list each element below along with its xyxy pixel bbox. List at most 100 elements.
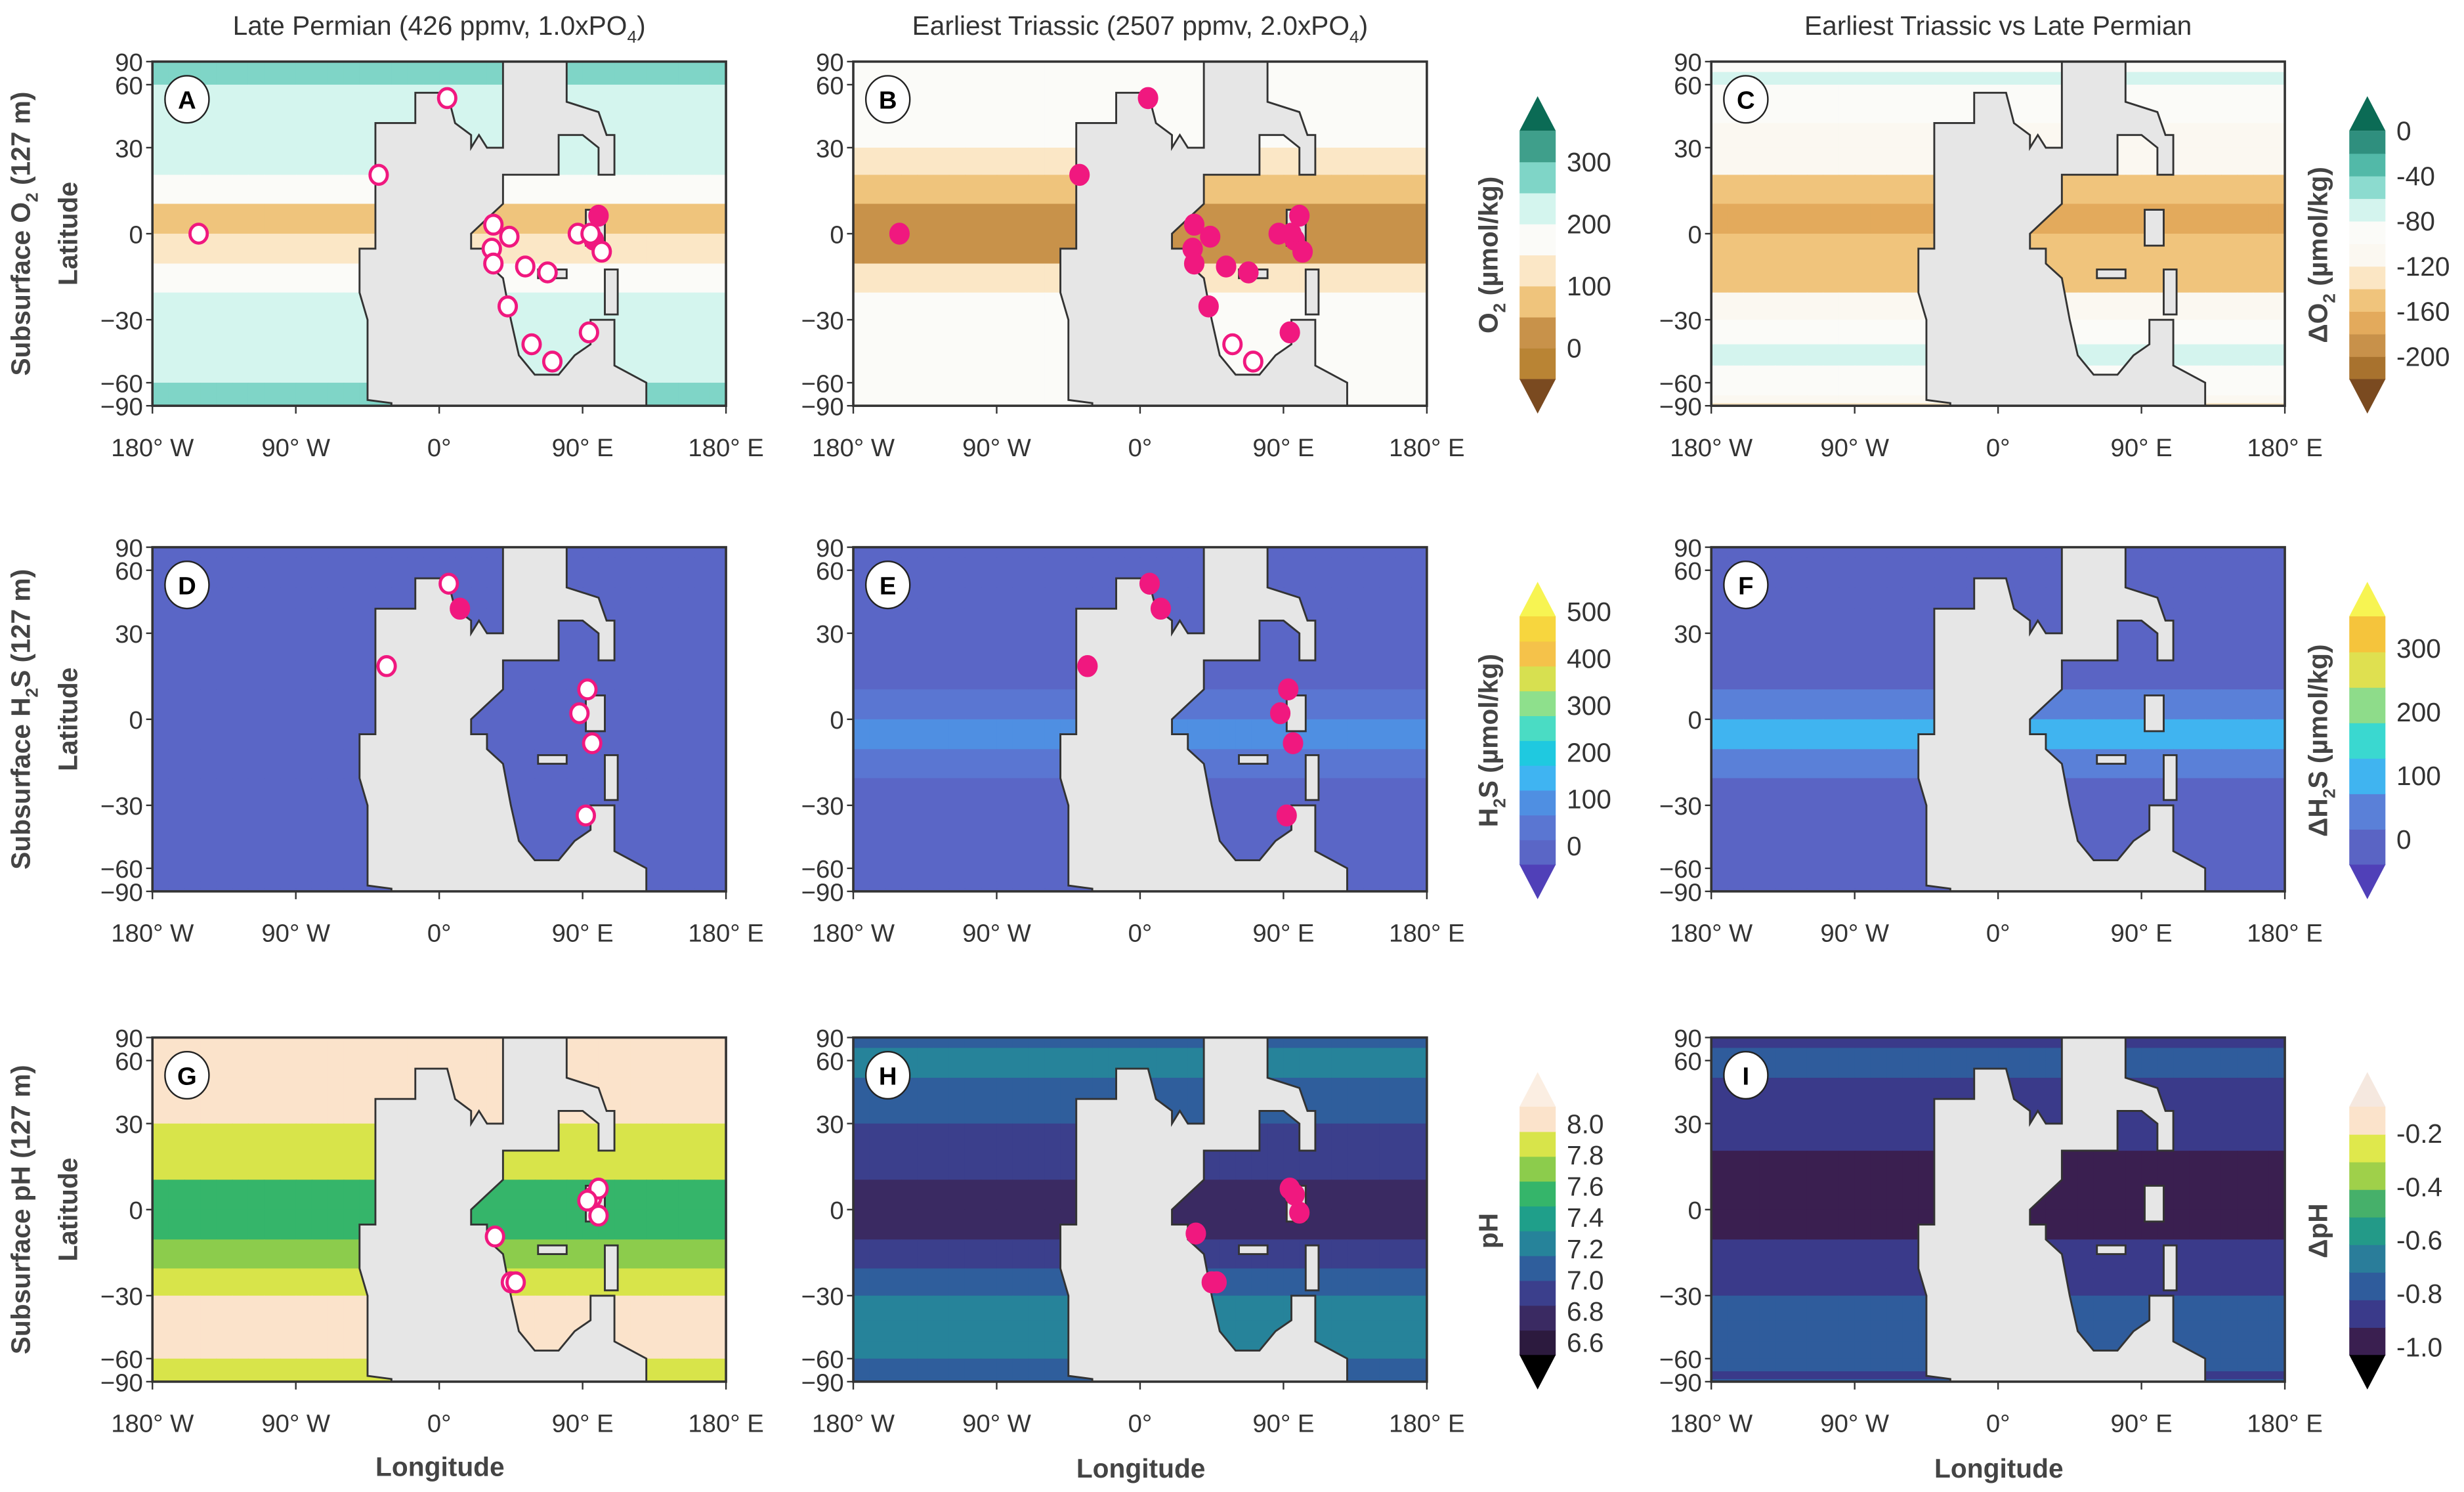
heatmap-cell [295, 805, 312, 831]
heatmap-cell [1998, 64, 2015, 73]
heatmap-cell [869, 175, 886, 205]
heatmap-cell [1044, 547, 1061, 551]
lon-tick-label: 180° E [688, 920, 763, 948]
heatmap-cell [678, 61, 695, 65]
heatmap-cell [1743, 203, 1760, 234]
heatmap-cell [630, 633, 647, 662]
heatmap-cell [1347, 365, 1364, 384]
heatmap-cell [1775, 383, 1792, 396]
heatmap-cell [1711, 123, 1728, 148]
heatmap-cell [1251, 175, 1269, 205]
heatmap-cell [311, 881, 329, 889]
heatmap-cell [1379, 72, 1396, 85]
heatmap-cell [1411, 851, 1427, 869]
heatmap-cell [1775, 147, 1792, 176]
heatmap-cell [933, 868, 950, 882]
heatmap-cell [216, 84, 233, 103]
heatmap-cell [311, 557, 329, 571]
heatmap-cell [2237, 587, 2254, 610]
heatmap-cell [996, 292, 1013, 321]
heatmap-cell [2220, 830, 2238, 852]
heatmap-cells [853, 547, 1427, 891]
heatmap-cell [295, 365, 312, 384]
heatmap-cell [1886, 147, 1903, 176]
heatmap-cell [996, 689, 1013, 720]
heatmap-cell [1044, 660, 1061, 691]
heatmap-cell [1411, 549, 1427, 559]
heatmap-cell [1902, 830, 1919, 852]
heatmap-cell [1759, 778, 1776, 806]
lat-tick-label: 30 [115, 1111, 143, 1139]
heatmap-cell [2220, 719, 2238, 750]
heatmap-cell [1934, 64, 1951, 73]
heatmap-cell [216, 102, 233, 124]
heatmap-cell [694, 608, 711, 634]
heatmap-cell [933, 719, 950, 750]
heatmap-cell [2189, 549, 2206, 559]
heatmap-cell [981, 557, 998, 571]
heatmap-cell [1012, 570, 1029, 588]
heatmap-cell [598, 1037, 616, 1041]
heatmap-cell [1299, 84, 1316, 103]
heatmap-cell [853, 633, 870, 662]
heatmap-cell [1934, 72, 1951, 85]
heatmap-cell [1806, 633, 1824, 662]
heatmap-cell [678, 888, 695, 891]
heatmap-cell [152, 1099, 169, 1124]
heatmap-cell [486, 1060, 504, 1078]
heatmap-cell [2253, 320, 2270, 345]
heatmap-cell [1363, 61, 1380, 65]
heatmap-cell [598, 1048, 616, 1061]
heatmap-cell [232, 344, 249, 366]
heatmap-cell [1806, 660, 1824, 691]
heatmap-cell [1411, 102, 1427, 124]
heatmap-cell [1791, 61, 1808, 65]
heatmap-cell [264, 102, 281, 124]
heatmap-cell [1395, 587, 1412, 610]
heatmap-cell [391, 549, 408, 559]
heatmap-cell [948, 292, 966, 321]
heatmap-cell [2237, 547, 2254, 551]
heatmap-cell [519, 203, 536, 234]
heatmap-cell [295, 123, 312, 148]
heatmap-cell [1743, 365, 1760, 384]
heatmap-cell [200, 689, 217, 720]
heatmap-cell [948, 1048, 966, 1061]
heatmap-cell [933, 234, 950, 265]
heatmap-cell [1727, 778, 1744, 806]
heatmap-cell [184, 608, 202, 634]
heatmap-cell [2220, 263, 2238, 293]
lat-tick-label: 30 [115, 620, 143, 649]
lat-tick-label: −90 [801, 393, 844, 421]
heatmap-cell [295, 851, 312, 869]
heatmap-cell [996, 320, 1013, 345]
heatmap-cell [1711, 830, 1728, 852]
heatmap-cell [566, 61, 584, 65]
heatmap-cell [1379, 365, 1396, 384]
heatmap-cell [981, 292, 998, 321]
heatmap-cell [375, 587, 393, 610]
heatmap-cell [1076, 102, 1094, 124]
heatmap-cell [678, 383, 695, 396]
heatmap-cell [471, 72, 488, 85]
heatmap-cell [375, 61, 393, 65]
heatmap-cell [1044, 102, 1061, 124]
heatmap-cell [710, 1341, 727, 1359]
heatmap-cell [1267, 1048, 1285, 1061]
heatmap-cell [264, 633, 281, 662]
heatmap-cell [1315, 84, 1332, 103]
heatmap-cell [1934, 557, 1951, 571]
heatmap-cell [1044, 203, 1061, 234]
heatmap-cell [646, 123, 663, 148]
heatmap-cell [710, 749, 727, 779]
heatmap-cell [853, 61, 870, 65]
fossil-site-marker [368, 163, 389, 186]
heatmap-cell [1267, 719, 1285, 750]
heatmap-cell [1187, 1048, 1204, 1061]
heatmap-cell [359, 64, 377, 73]
y-axis-label: Latitude [53, 182, 83, 286]
heatmap-cell [1044, 395, 1061, 404]
heatmap-cell [2045, 102, 2063, 124]
